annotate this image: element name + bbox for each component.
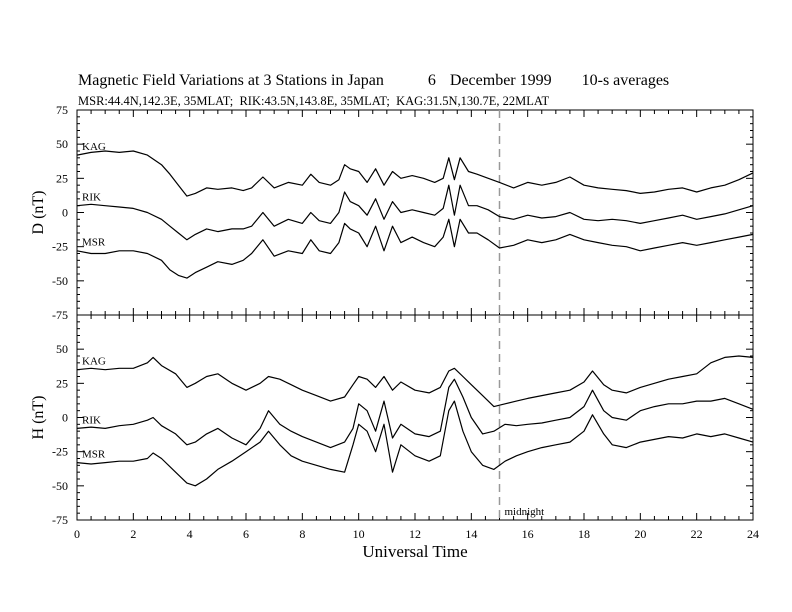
series-line-msr	[76, 218, 754, 279]
y-axis-label: H (nT)	[30, 396, 47, 440]
chart-title: Magnetic Field Variations at 3 Stations …	[78, 72, 669, 90]
x-axis-label: Universal Time	[362, 542, 467, 561]
series-line-kag	[76, 150, 754, 197]
y-tick-label: -25	[52, 240, 68, 254]
series-label-msr: MSR	[82, 449, 106, 461]
x-tick-label: 10	[353, 527, 365, 541]
series-line-msr	[76, 400, 754, 487]
y-tick-label: -75	[52, 513, 68, 527]
x-tick-label: 4	[187, 527, 193, 541]
panel-frame	[76, 109, 754, 316]
series-label-msr: MSR	[82, 237, 106, 249]
y-tick-label: 0	[62, 206, 68, 220]
series-label-rik: RIK	[82, 192, 101, 204]
y-tick-label: 0	[62, 411, 68, 425]
x-tick-label: 14	[465, 527, 477, 541]
x-tick-label: 0	[74, 527, 80, 541]
y-axis-label: D (nT)	[30, 191, 47, 235]
x-tick-label: 16	[522, 527, 534, 541]
x-tick-label: 12	[409, 527, 421, 541]
x-tick-label: 2	[130, 527, 136, 541]
x-tick-label: 6	[243, 527, 249, 541]
series-line-rik	[76, 378, 754, 449]
y-tick-label: -50	[52, 274, 68, 288]
series-line-kag	[76, 355, 754, 408]
chart-subtitle: MSR:44.4N,142.3E, 35MLAT; RIK:43.5N,143.…	[78, 94, 550, 108]
series-label-kag: KAG	[82, 356, 106, 368]
x-tick-label: 20	[634, 527, 646, 541]
x-tick-label: 22	[691, 527, 703, 541]
y-tick-label: 50	[56, 342, 68, 356]
series-label-kag: KAG	[82, 141, 106, 153]
chart-title-day: 6	[427, 72, 436, 89]
chart-title-main: Magnetic Field Variations at 3 Stations …	[78, 72, 384, 89]
x-tick-label: 24	[747, 527, 759, 541]
panel-frame	[76, 314, 754, 521]
panel-D: -75 -50 -25 0 25 50 75 D (nT) KAG RIK MSR	[30, 103, 754, 322]
chart-title-averaging: 10-s averages	[581, 72, 670, 89]
y-tick-label: 50	[56, 137, 68, 151]
y-tick-label: 25	[56, 376, 68, 390]
y-tick-label: -25	[52, 445, 68, 459]
y-tick-label: -75	[52, 308, 68, 322]
series-label-rik: RIK	[82, 414, 101, 426]
y-tick-label: 75	[56, 103, 68, 117]
midnight-marker-label: midnight	[505, 506, 545, 518]
x-tick-label: 18	[578, 527, 590, 541]
y-tick-label: 25	[56, 171, 68, 185]
y-tick-label: -50	[52, 479, 68, 493]
series-line-rik	[76, 184, 754, 241]
chart-title-date: December 1999	[449, 72, 552, 89]
x-tick-label: 8	[299, 527, 305, 541]
